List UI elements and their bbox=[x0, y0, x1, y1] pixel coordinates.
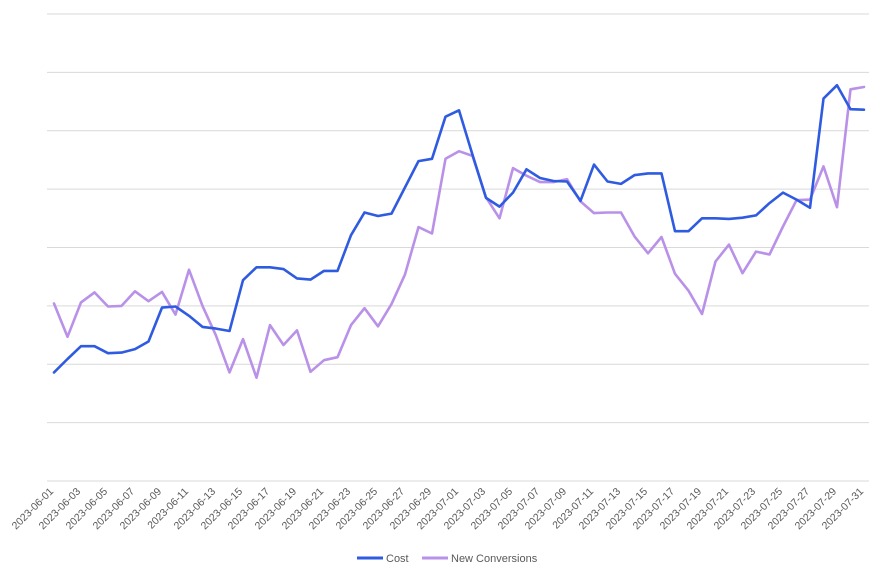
legend-label-new-conversions: New Conversions bbox=[451, 553, 538, 565]
legend-label-cost: Cost bbox=[386, 553, 409, 565]
x-axis-tick-labels: 2023-06-012023-06-032023-06-052023-06-07… bbox=[10, 486, 867, 533]
gridlines bbox=[47, 13, 869, 482]
series-line-cost bbox=[52, 83, 866, 374]
series-line-new-conversions bbox=[52, 85, 866, 380]
legend: Cost New Conversions bbox=[357, 553, 538, 565]
series-lines bbox=[52, 83, 866, 380]
